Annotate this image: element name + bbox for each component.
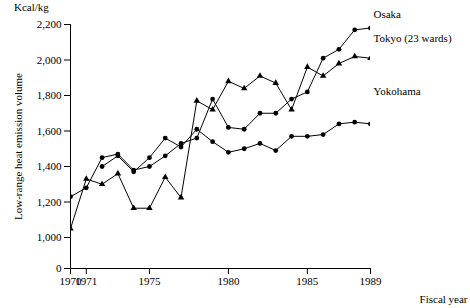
svg-text:1985: 1985 xyxy=(296,275,319,287)
svg-text:2,000: 2,000 xyxy=(37,54,62,66)
svg-text:1,000: 1,000 xyxy=(37,231,62,243)
svg-text:Fiscal year: Fiscal year xyxy=(420,293,468,305)
svg-text:Osaka: Osaka xyxy=(374,8,402,20)
svg-text:1,600: 1,600 xyxy=(37,125,62,137)
svg-text:1971: 1971 xyxy=(75,275,97,287)
svg-text:1,400: 1,400 xyxy=(37,160,62,172)
svg-text:Low-range heat emission volume: Low-range heat emission volume xyxy=(12,73,24,220)
svg-text:1,200: 1,200 xyxy=(37,196,62,208)
svg-text:1970: 1970 xyxy=(59,275,82,288)
svg-text:1975: 1975 xyxy=(138,275,161,287)
svg-text:1,800: 1,800 xyxy=(37,89,62,101)
svg-text:1989: 1989 xyxy=(360,275,383,287)
html-text:Kcal/kg: Kcal/kg xyxy=(14,1,49,13)
svg-text:0: 0 xyxy=(56,262,62,274)
svg-text:1980: 1980 xyxy=(217,275,240,287)
svg-text:Tokyo (23 wards): Tokyo (23 wards) xyxy=(374,32,452,45)
svg-text:Yokohama: Yokohama xyxy=(374,85,421,97)
svg-text:2,200: 2,200 xyxy=(37,18,62,30)
